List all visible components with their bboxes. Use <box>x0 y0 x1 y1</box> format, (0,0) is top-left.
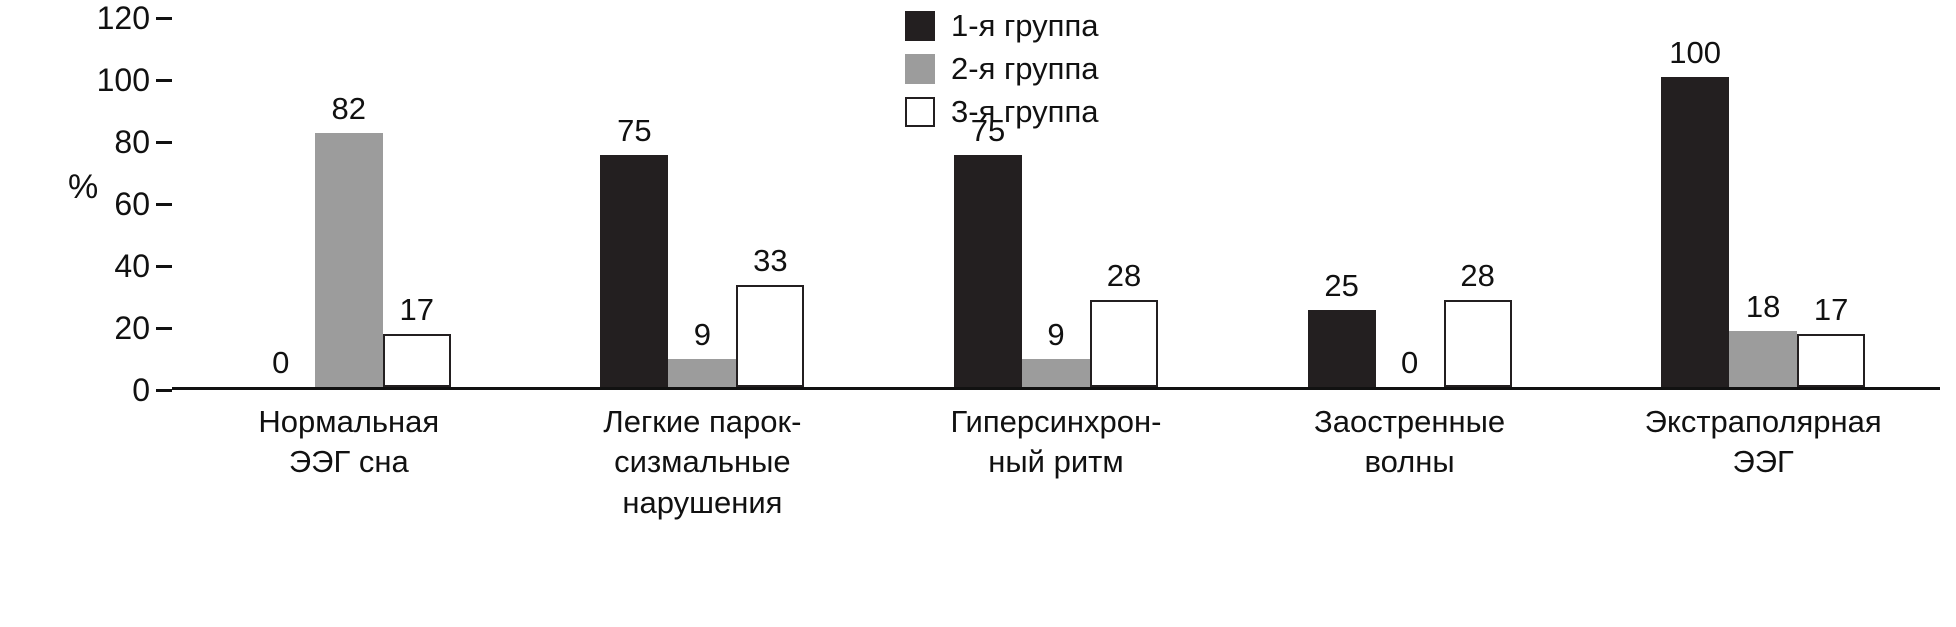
bar-slot: 28 <box>1089 258 1158 387</box>
category-label: Экстраполярная ЭЭГ <box>1644 404 1882 480</box>
bar-group: 100 18 17 <box>1586 18 1940 387</box>
plot-groups: 0 82 17 75 9 33 75 9 28 25 0 28 100 18 17 <box>172 18 1940 390</box>
bar-group: 75 9 28 <box>879 18 1233 387</box>
bar-value-label: 18 <box>1745 289 1781 325</box>
category-label-cell: Легкие парок- сизмальные нарушения <box>526 390 880 523</box>
bar-group: 25 0 28 <box>1233 18 1587 387</box>
bar-value-label: 33 <box>753 242 788 278</box>
bar <box>953 154 1022 387</box>
bar-slot: 28 <box>1443 258 1512 387</box>
bar <box>1797 334 1866 387</box>
legend-label: 1-я группа <box>951 8 1099 43</box>
bar-value-label: 82 <box>331 90 367 126</box>
y-tick-label: 80 <box>114 124 150 160</box>
bar-slot: 0 <box>247 345 315 387</box>
y-axis-tick-marks <box>156 17 172 393</box>
legend: 1-я группа 2-я группа 3-я группа <box>905 8 1098 130</box>
y-tick-label: 100 <box>96 62 150 98</box>
bar-value-label: 9 <box>693 317 712 353</box>
plot-area: 0 82 17 75 9 33 75 9 28 25 0 28 100 18 17 Нормальная Э… <box>172 18 1940 523</box>
y-tick-label: 0 <box>132 372 150 408</box>
legend-item: 3-я группа <box>905 94 1098 130</box>
bar-value-label: 25 <box>1324 267 1359 303</box>
y-tick-mark <box>156 203 172 206</box>
bar-slot: 33 <box>736 242 805 387</box>
bar-group: 0 82 17 <box>172 18 526 387</box>
bar <box>1307 309 1376 387</box>
category-label-cell: Экстраполярная ЭЭГ <box>1586 390 1940 523</box>
bar <box>382 334 451 387</box>
bar <box>668 359 737 387</box>
legend-swatch <box>905 97 935 127</box>
bar <box>1729 331 1798 387</box>
bar-slot: 75 <box>600 112 669 387</box>
bar-value-label: 28 <box>1460 258 1495 294</box>
bar-slot: 100 <box>1661 35 1730 387</box>
bar <box>1661 77 1730 387</box>
legend-swatch <box>905 11 935 41</box>
bar-group: 75 9 33 <box>526 18 880 387</box>
bar-slot: 0 <box>1376 345 1444 387</box>
bar-value-label: 28 <box>1106 258 1142 294</box>
y-tick-label: 40 <box>114 248 150 284</box>
bar-slot: 75 <box>953 112 1022 387</box>
legend-item: 1-я группа <box>905 8 1098 44</box>
bar <box>600 154 669 387</box>
bar-value-label: 17 <box>399 292 435 328</box>
bar-value-label: 75 <box>617 112 652 148</box>
bar-slot: 82 <box>314 90 383 387</box>
bar-slot: 9 <box>1021 317 1090 387</box>
bar-value-label: 75 <box>970 112 1006 148</box>
category-label: Легкие парок- сизмальные нарушения <box>603 404 802 520</box>
category-label-cell: Нормальная ЭЭГ сна <box>172 390 526 523</box>
category-label-cell: Гиперсинхрон- ный ритм <box>879 390 1233 523</box>
bar-value-label: 0 <box>1400 345 1419 380</box>
legend-item: 2-я группа <box>905 51 1098 87</box>
y-tick-mark <box>156 79 172 82</box>
bar-value-label: 0 <box>272 345 290 380</box>
y-tick-mark <box>156 265 172 268</box>
y-tick-label: 20 <box>114 310 150 346</box>
category-labels: Нормальная ЭЭГ сна Легкие парок- сизмальн… <box>172 390 1940 523</box>
y-tick-mark <box>156 141 172 144</box>
legend-label: 2-я группа <box>951 51 1099 86</box>
bar-slot: 25 <box>1307 267 1376 387</box>
y-tick-mark <box>156 17 172 20</box>
bar-value-label: 17 <box>1813 292 1849 328</box>
bar <box>736 284 805 387</box>
bar <box>1089 300 1158 387</box>
y-tick-label: 60 <box>114 186 150 222</box>
y-axis-label: % <box>68 168 99 206</box>
y-tick-mark <box>156 327 172 330</box>
bar-slot: 17 <box>382 292 451 387</box>
category-label: Заостренные волны <box>1314 404 1506 480</box>
bar-slot: 17 <box>1797 292 1866 387</box>
category-label: Нормальная ЭЭГ сна <box>258 404 440 480</box>
legend-swatch <box>905 54 935 84</box>
bar-slot: 9 <box>668 317 737 387</box>
bar-slot: 18 <box>1729 289 1798 387</box>
bar <box>314 132 383 387</box>
y-axis: 0 20 40 60 80 100 120 <box>0 0 156 408</box>
y-tick-mark <box>156 389 172 392</box>
bar <box>1443 300 1512 387</box>
category-label-cell: Заостренные волны <box>1233 390 1587 523</box>
bar-value-label: 9 <box>1047 317 1065 353</box>
legend-label: 3-я группа <box>951 94 1099 129</box>
category-label: Гиперсинхрон- ный ритм <box>950 404 1162 480</box>
bar-value-label: 100 <box>1669 35 1722 70</box>
y-tick-label: 120 <box>96 0 150 36</box>
bar <box>1021 359 1090 387</box>
